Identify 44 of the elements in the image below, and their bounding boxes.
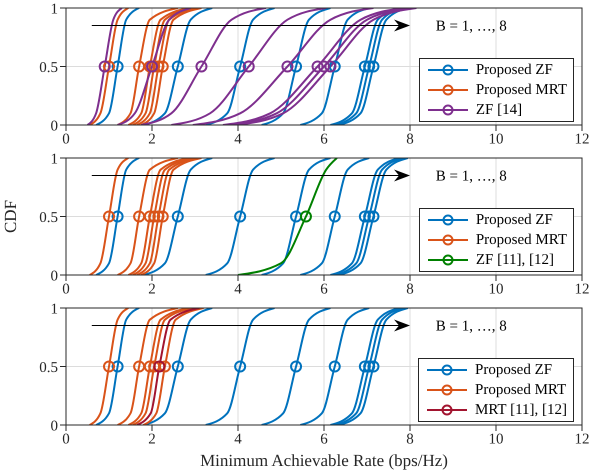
annotation: B = 1, …, 8 (436, 168, 507, 185)
x-tick-label: 6 (320, 132, 328, 148)
y-tick-label: 0 (50, 118, 58, 134)
y-tick-label: 0 (50, 268, 58, 284)
x-tick-label: 12 (574, 132, 590, 148)
x-tick-label: 8 (406, 432, 414, 448)
legend-label: MRT [11], [12] (474, 402, 567, 418)
y-axis-title: CDF (1, 200, 20, 234)
y-tick-label: 1 (50, 1, 58, 18)
x-tick-label: 12 (574, 282, 590, 298)
x-tick-label: 0 (62, 282, 70, 298)
y-tick-label: 0.5 (39, 360, 58, 376)
annotation: B = 1, …, 8 (436, 318, 507, 335)
legend-label: Proposed MRT (476, 232, 567, 248)
y-tick-label: 0.5 (39, 210, 58, 226)
legend-label: Proposed ZF (476, 62, 553, 78)
y-tick-label: 0 (50, 418, 58, 434)
y-tick-label: 1 (50, 151, 58, 168)
x-tick-label: 12 (574, 432, 590, 448)
legend-label: ZF [11], [12] (476, 252, 554, 268)
legend-label: Proposed MRT (476, 82, 567, 98)
x-tick-label: 6 (320, 432, 328, 448)
legend-label: Proposed ZF (474, 362, 552, 378)
x-tick-label: 10 (488, 132, 504, 148)
x-tick-label: 2 (148, 432, 156, 448)
y-tick-label: 1 (50, 301, 58, 318)
x-tick-label: 4 (234, 282, 242, 298)
x-axis-title: Minimum Achievable Rate (bps/Hz) (200, 451, 448, 470)
x-tick-label: 8 (406, 132, 414, 148)
x-tick-label: 10 (488, 282, 504, 298)
x-tick-label: 2 (148, 282, 156, 298)
x-tick-label: 8 (406, 282, 414, 298)
x-tick-label: 6 (320, 282, 328, 298)
y-tick-label: 0.5 (39, 60, 58, 76)
x-tick-label: 4 (234, 132, 242, 148)
x-tick-label: 2 (148, 132, 156, 148)
x-tick-label: 4 (234, 432, 242, 448)
x-tick-label: 0 (62, 432, 70, 448)
legend-label: Proposed MRT (474, 382, 566, 398)
legend-label: ZF [14] (476, 102, 522, 118)
legend-label: Proposed ZF (476, 212, 553, 228)
annotation: B = 1, …, 8 (436, 18, 507, 35)
x-tick-label: 0 (62, 132, 70, 148)
x-tick-label: 10 (488, 432, 504, 448)
